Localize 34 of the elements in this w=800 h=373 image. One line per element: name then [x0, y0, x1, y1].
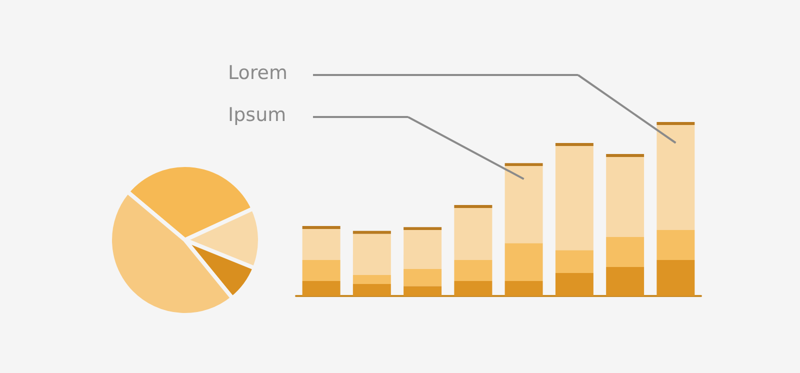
bar	[454, 281, 492, 296]
bar	[606, 156, 644, 238]
bar	[504, 163, 543, 166]
bar	[606, 154, 644, 157]
bar	[404, 230, 442, 270]
bar	[302, 226, 340, 230]
bar	[606, 237, 644, 267]
bar	[504, 281, 543, 296]
text: Ipsum	[228, 104, 286, 126]
bar	[656, 260, 695, 296]
bar	[555, 250, 594, 274]
bar	[504, 166, 543, 244]
bar	[352, 274, 391, 284]
bar	[302, 229, 340, 260]
bar	[656, 124, 695, 230]
bar	[454, 260, 492, 282]
bar	[454, 205, 492, 208]
bar	[504, 243, 543, 282]
bar	[656, 230, 695, 260]
bar	[454, 208, 492, 260]
bar	[404, 286, 442, 296]
text: Lorem	[228, 62, 288, 84]
bar	[352, 230, 391, 234]
bar	[404, 269, 442, 286]
bar	[352, 284, 391, 296]
bar	[302, 260, 340, 282]
bar	[404, 227, 442, 230]
bar	[555, 143, 594, 146]
bar	[555, 273, 594, 296]
bar	[302, 281, 340, 296]
bar	[606, 266, 644, 296]
bar	[555, 146, 594, 250]
bar	[656, 122, 695, 125]
bar	[352, 234, 391, 275]
